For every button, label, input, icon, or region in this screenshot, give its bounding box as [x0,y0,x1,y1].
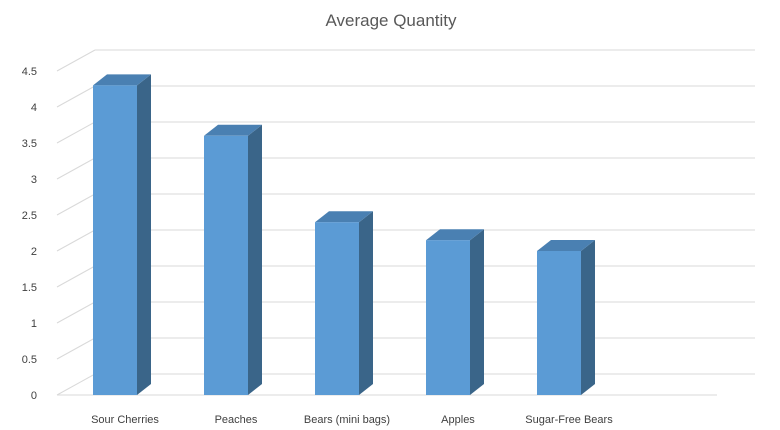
bar-top [315,211,373,223]
bar [93,85,137,396]
x-category-label: Bears (mini bags) [304,414,390,426]
y-tick-label: 2.5 [22,210,37,222]
gridline-wall [56,337,96,360]
x-category-label: Peaches [215,414,258,426]
gridline-wall [56,49,96,72]
bar-top [204,124,262,136]
gridline-wall [56,157,96,180]
bar-side [581,240,595,395]
chart-title: Average Quantity [325,11,457,30]
bar [204,135,248,396]
gridlines [56,49,755,396]
bar-side [137,74,151,396]
y-tick-label: 0 [31,390,37,402]
bar-top [537,240,595,251]
y-tick-label: 4.5 [22,66,37,78]
bar-top [93,74,151,86]
bar-top [426,229,484,241]
gridline-wall [56,85,96,108]
x-category-label: Sugar-Free Bears [525,414,613,426]
y-tick-label: 1.5 [22,282,37,294]
y-tick-label: 3 [31,174,37,186]
y-tick-label: 0.5 [22,354,37,366]
bars [93,74,595,396]
bar-side [248,124,262,396]
y-tick-label: 4 [31,102,37,114]
y-tick-label: 2 [31,246,37,258]
y-tick-label: 3.5 [22,138,37,150]
x-category-label: Apples [441,414,475,426]
gridline-wall [56,373,96,396]
gridline-wall [56,121,96,144]
y-tick-label: 1 [31,318,37,330]
y-axis-ticks: 0 0.5 1 1.5 2 2.5 3 3.5 4 4.5 [22,66,37,402]
bar [537,251,581,395]
x-axis-categories: Sour Cherries Peaches Bears (mini bags) App… [91,414,613,426]
gridline-wall [56,265,96,288]
bar-side [470,229,484,395]
gridline-wall [56,229,96,252]
x-category-label: Sour Cherries [91,414,159,426]
gridline-wall [56,193,96,216]
bar-side [359,211,373,395]
bar [426,240,470,395]
gridline-wall [56,301,96,324]
bar [315,222,359,395]
